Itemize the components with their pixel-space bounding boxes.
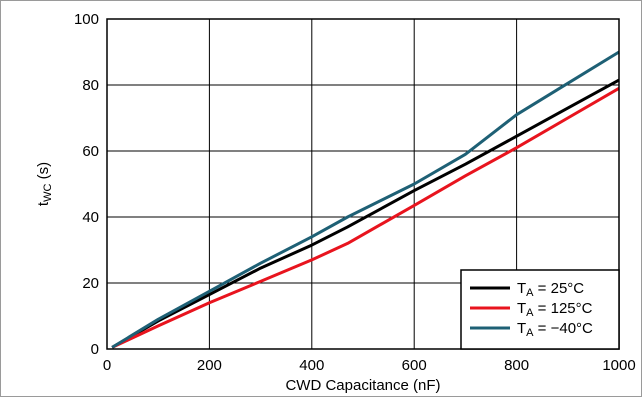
y-tick-labels: 0 20 40 60 80 100	[74, 11, 99, 358]
y-tick-label-0: 0	[91, 341, 99, 358]
y-axis-label-unit: (s)	[35, 162, 52, 184]
series-line-1	[111, 87, 620, 349]
legend: TA = 25°CTA = 125°CTA = −40°C	[460, 269, 620, 350]
x-axis-label: CWD Capacitance (nF)	[285, 377, 440, 394]
y-tick-label-2: 40	[82, 209, 99, 226]
y-axis-label-main: t	[35, 201, 52, 206]
series-lines	[111, 50, 620, 349]
y-tick-label-4: 80	[82, 77, 99, 94]
y-tick-label-1: 20	[82, 275, 99, 292]
series-line-0	[111, 78, 620, 349]
x-tick-label-0: 0	[103, 357, 111, 374]
x-tick-label-2: 400	[299, 357, 324, 374]
x-tick-label-5: 1000	[602, 357, 635, 374]
x-tick-label-3: 600	[402, 357, 427, 374]
x-tick-label-4: 800	[504, 357, 529, 374]
y-tick-label-5: 100	[74, 11, 99, 28]
y-axis-label-subscript: WC	[42, 184, 54, 202]
legend-label-1: TA = 125°C	[517, 300, 593, 319]
series-line-2	[111, 50, 620, 349]
legend-label-2: TA = −40°C	[517, 320, 593, 339]
y-axis-label: tWC (s)	[35, 162, 54, 206]
x-tick-label-1: 200	[197, 357, 222, 374]
plot-border	[106, 18, 620, 350]
legend-label-0: TA = 25°C	[517, 280, 584, 299]
x-tick-labels: 0 200 400 600 800 1000	[103, 357, 636, 374]
y-tick-label-3: 60	[82, 143, 99, 160]
